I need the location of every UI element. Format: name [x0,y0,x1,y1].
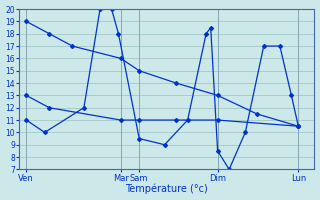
X-axis label: Température (°c): Température (°c) [125,184,208,194]
